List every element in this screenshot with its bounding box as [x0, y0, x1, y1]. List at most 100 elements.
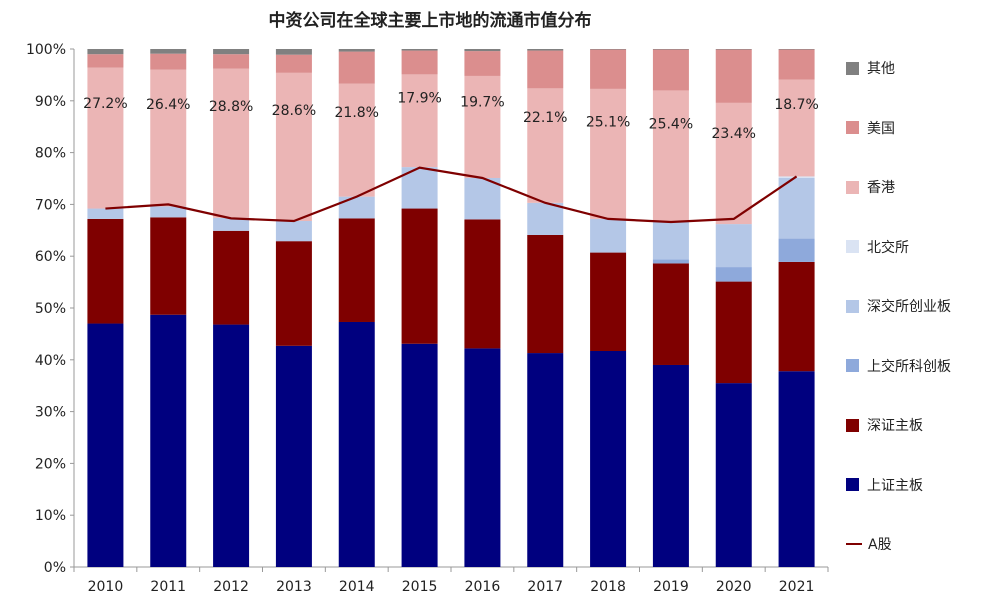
bar-segment	[213, 230, 250, 325]
bar-segment	[213, 324, 250, 567]
data-label: 21.8%	[335, 105, 379, 121]
bar-segment	[590, 218, 627, 253]
legend-label: 深证主板	[867, 418, 923, 434]
x-tick-label: 2013	[276, 579, 312, 595]
x-tick-label: 2015	[402, 579, 438, 595]
legend-item: 上证主板	[846, 475, 923, 495]
x-tick-label: 2019	[653, 579, 689, 595]
x-tick-label: 2016	[465, 579, 501, 595]
bar-segment	[401, 208, 438, 344]
bar-segment	[87, 54, 124, 68]
bar-stack-2011	[150, 49, 187, 567]
bar-segment	[715, 267, 752, 282]
bar-segment	[338, 49, 375, 52]
legend-label: A股	[868, 537, 892, 553]
bar-segment	[464, 348, 501, 567]
bar-segment	[87, 208, 124, 219]
data-label: 17.9%	[397, 91, 441, 107]
bar-segment	[150, 49, 187, 54]
bar-segment	[150, 206, 187, 218]
bar-stack-2020	[715, 49, 752, 567]
bar-segment	[87, 49, 124, 55]
x-tick-label: 2011	[150, 579, 186, 595]
bar-segment	[778, 371, 815, 567]
bar-segment	[652, 49, 689, 91]
y-tick-label: 40%	[35, 353, 66, 369]
legend-label: 美国	[867, 120, 895, 137]
x-tick-label: 2018	[590, 579, 626, 595]
bar-segment	[464, 51, 501, 76]
bar-stack-2021	[778, 49, 815, 567]
bar-segment	[778, 177, 815, 239]
bar-segment	[150, 69, 187, 207]
bar-segment	[715, 49, 752, 50]
legend-swatch	[846, 543, 862, 545]
bar-segment	[87, 218, 124, 324]
bar-segment	[275, 241, 312, 346]
data-label: 28.8%	[209, 99, 253, 115]
bar-segment	[778, 49, 815, 80]
data-label: 27.2%	[83, 96, 127, 112]
bar-segment	[715, 49, 752, 103]
bar-segment	[527, 88, 564, 203]
x-tick-label: 2017	[527, 579, 563, 595]
legend-label: 上交所科创板	[867, 358, 951, 375]
legend-label: 北交所	[867, 239, 909, 256]
bar-segment	[464, 75, 501, 178]
bar-segment	[338, 321, 375, 567]
bar-segment	[401, 49, 438, 51]
bar-segment	[401, 50, 438, 75]
bar-segment	[275, 72, 312, 221]
bar-segment	[527, 353, 564, 567]
bar-stack-2016	[464, 49, 501, 567]
legend-swatch	[846, 418, 859, 432]
bar-stack-2014	[338, 49, 375, 567]
legend-item: A股	[846, 534, 892, 554]
legend-item: 上交所科创板	[846, 356, 951, 376]
bar-segment	[338, 83, 375, 197]
bar-segment	[338, 51, 375, 84]
bar-stack-2012	[213, 49, 250, 567]
y-tick-label: 50%	[35, 301, 66, 317]
y-tick-label: 80%	[35, 146, 66, 162]
data-label: 22.1%	[523, 110, 567, 126]
y-tick-label: 20%	[35, 456, 66, 472]
legend-swatch	[846, 61, 859, 75]
bar-segment	[150, 217, 187, 315]
bar-stack-2010	[87, 49, 124, 567]
bar-segment	[652, 263, 689, 365]
bar-segment	[401, 343, 438, 567]
bar-stack-2017	[527, 49, 564, 567]
a-share-line	[105, 166, 798, 224]
bar-segment	[464, 49, 501, 52]
bar-segment	[778, 49, 815, 50]
bar-segment	[590, 49, 627, 50]
bar-stack-2013	[275, 49, 312, 567]
bar-segment	[338, 196, 375, 219]
data-label: 19.7%	[460, 94, 504, 110]
y-tick-label: 100%	[26, 42, 66, 58]
legend-label: 其他	[867, 61, 895, 77]
legend-item: 深证主板	[846, 415, 923, 435]
legend-label: 深交所创业板	[867, 299, 951, 315]
data-label: 25.4%	[649, 116, 693, 132]
bar-segment	[87, 67, 124, 209]
legend-item: 香港	[846, 177, 895, 197]
legend-item: 北交所	[846, 237, 909, 257]
bar-segment	[338, 218, 375, 322]
y-tick-label: 60%	[35, 249, 66, 265]
bar-segment	[590, 252, 627, 351]
legend-item: 其他	[846, 58, 895, 78]
x-tick-label: 2010	[88, 579, 124, 595]
x-tick-label: 2021	[779, 579, 815, 595]
bar-segment	[778, 238, 815, 262]
x-tick-label: 2012	[213, 579, 249, 595]
y-tick-label: 90%	[35, 94, 66, 110]
bar-stack-2019	[652, 49, 689, 567]
bar-segment	[213, 68, 250, 218]
data-label: 26.4%	[146, 97, 190, 113]
bar-segment	[275, 345, 312, 567]
bar-segment	[213, 49, 250, 55]
bar-segment	[715, 102, 752, 225]
data-label: 25.1%	[586, 114, 630, 130]
